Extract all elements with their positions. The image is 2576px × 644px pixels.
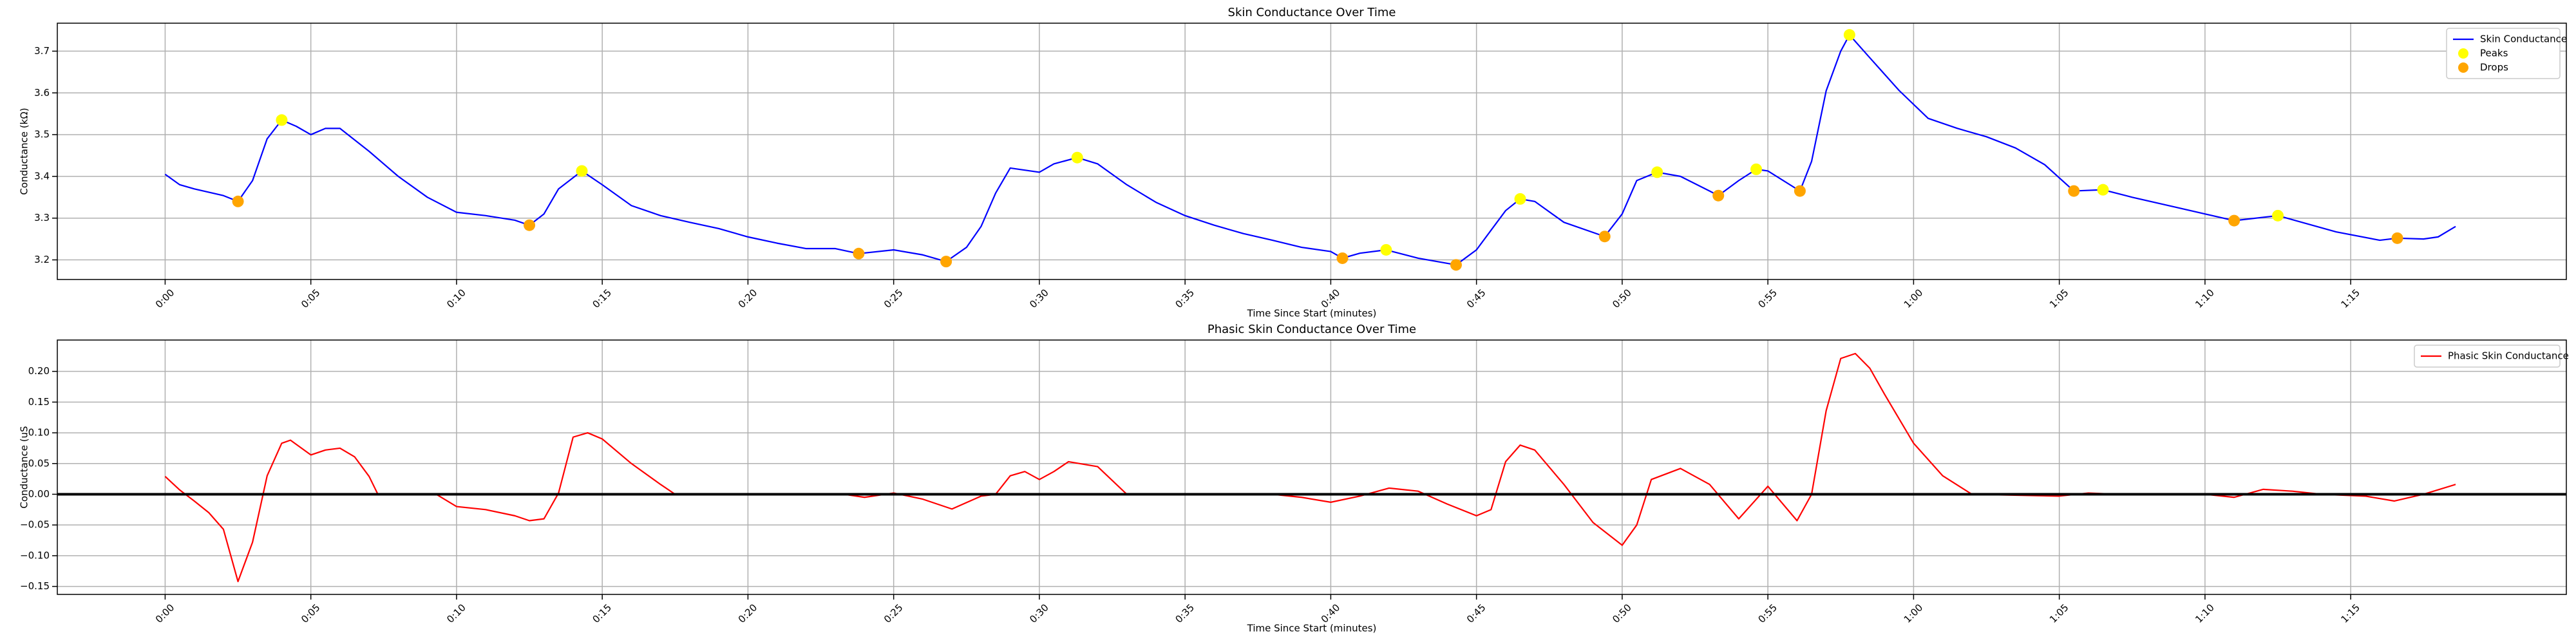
x-tick-label: 0:30: [1027, 287, 1051, 310]
data-point: [1380, 243, 1392, 256]
y-tick-label: 3.3: [34, 212, 50, 223]
legend-swatch: [2458, 62, 2468, 73]
x-tick-label: 1:15: [2339, 601, 2363, 625]
x-tick-label: 1:05: [2047, 287, 2071, 310]
x-tick-label: 0:30: [1027, 601, 1051, 625]
x-tick-label: 1:05: [2047, 601, 2071, 625]
x-tick-label: 0:55: [1756, 287, 1780, 310]
y-tick-label: 0.05: [28, 457, 50, 469]
y-tick-label: −0.05: [20, 519, 50, 531]
data-point: [940, 256, 952, 268]
plot-area: [57, 23, 2566, 279]
axes-frame: [57, 339, 2567, 595]
x-tick-label: 0:20: [736, 287, 760, 310]
x-tick-label: 0:00: [153, 287, 177, 310]
x-tick-label: 0:25: [882, 287, 905, 310]
y-axis-label: Conductance (kΩ): [19, 108, 30, 194]
legend: Phasic Skin Conductance: [2414, 345, 2569, 368]
x-axis-label: Time Since Start (minutes): [1247, 308, 1377, 319]
x-tick-label: 0:00: [153, 601, 177, 625]
x-tick-label: 0:20: [736, 601, 760, 625]
x-tick-label: 0:50: [1610, 287, 1634, 310]
x-tick-label: 0:10: [444, 287, 468, 310]
y-tick-label: 3.7: [34, 45, 50, 57]
axes-frame: [57, 23, 2567, 280]
x-tick-label: 0:45: [1464, 601, 1488, 625]
x-tick-label: 0:10: [444, 601, 468, 625]
x-tick-label: 1:15: [2339, 287, 2363, 310]
y-tick-label: 0.10: [28, 427, 50, 439]
data-point: [1450, 259, 1462, 271]
data-point: [524, 219, 536, 231]
x-tick-label: 1:00: [1902, 287, 1926, 310]
y-axis-label: Conductance (uS: [19, 426, 30, 508]
data-point: [1712, 189, 1725, 202]
y-tick-label: 0.20: [28, 365, 50, 377]
data-point: [1071, 151, 1083, 164]
data-point: [1651, 166, 1663, 178]
plot-area: [57, 340, 2566, 594]
y-tick-label: −0.10: [20, 549, 50, 561]
data-point: [2097, 184, 2109, 196]
chart-title: Phasic Skin Conductance Over Time: [1208, 323, 1416, 336]
data-point: [1794, 185, 1806, 197]
x-tick-label: 0:15: [591, 287, 614, 310]
x-tick-label: 1:00: [1902, 601, 1926, 625]
data-point: [2068, 185, 2080, 197]
legend-label: Peaks: [2480, 48, 2508, 59]
y-tick-label: 3.4: [34, 170, 50, 182]
y-tick-label: −0.15: [20, 580, 50, 592]
x-tick-label: 0:05: [299, 601, 323, 625]
legend-frame: [2414, 345, 2561, 368]
data-line: [164, 34, 2456, 266]
data-point: [853, 247, 865, 260]
x-tick-label: 0:55: [1756, 601, 1780, 625]
legend: Skin Conductance Peaks Drops: [2446, 28, 2567, 79]
x-tick-label: 0:35: [1173, 601, 1197, 625]
x-tick-label: 0:45: [1464, 287, 1488, 310]
y-tick-label: 0.15: [28, 396, 50, 408]
data-point: [232, 195, 244, 207]
data-point: [2228, 214, 2240, 227]
legend-frame: [2446, 28, 2561, 79]
chart-title: Skin Conductance Over Time: [1228, 6, 1396, 19]
data-point: [1514, 193, 1526, 205]
x-tick-label: 0:50: [1610, 601, 1634, 625]
data-point: [1598, 231, 1611, 243]
legend-label: Phasic Skin Conductance: [2448, 350, 2569, 362]
data-point: [576, 165, 588, 177]
legend-label: Drops: [2480, 62, 2508, 73]
x-tick-label: 0:05: [299, 287, 323, 310]
data-point: [1750, 163, 1763, 175]
x-axis-label: Time Since Start (minutes): [1247, 623, 1377, 634]
data-point: [1336, 252, 1349, 264]
x-tick-label: 1:10: [2193, 287, 2217, 310]
x-tick-label: 1:10: [2193, 601, 2217, 625]
legend-swatch: [2458, 48, 2468, 59]
data-point: [2391, 232, 2403, 244]
y-tick-label: 3.2: [34, 254, 50, 265]
data-point: [276, 114, 288, 126]
legend-label: Skin Conductance: [2480, 33, 2567, 45]
x-tick-label: 0:40: [1319, 287, 1343, 310]
x-tick-label: 0:15: [591, 601, 614, 625]
y-tick-label: 0.00: [28, 488, 50, 500]
y-tick-label: 3.5: [34, 129, 50, 140]
x-tick-label: 0:35: [1173, 287, 1197, 310]
y-tick-label: 3.6: [34, 87, 50, 99]
x-tick-label: 0:25: [882, 601, 905, 625]
data-point: [1843, 29, 1855, 41]
x-tick-label: 0:40: [1319, 601, 1343, 625]
data-point: [2272, 209, 2284, 222]
